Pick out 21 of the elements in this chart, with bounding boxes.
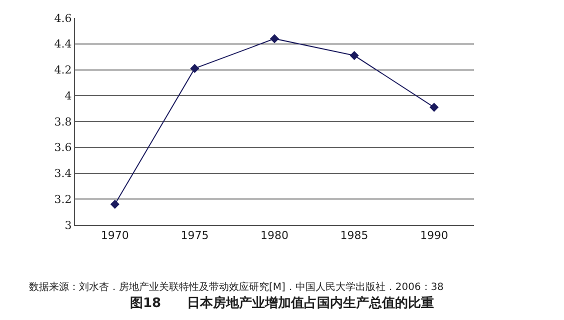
y-tick-label: 3.8 <box>54 115 72 128</box>
y-tick-label: 4.2 <box>54 64 72 77</box>
y-tick-label: 4.4 <box>54 38 72 51</box>
x-tick-label: 1980 <box>260 229 288 242</box>
point <box>110 200 120 209</box>
x-tick-label: 1990 <box>420 229 448 242</box>
point <box>430 102 439 112</box>
point <box>190 64 200 74</box>
point <box>350 50 359 60</box>
point <box>270 34 280 44</box>
source-note: 数据来源：刘水杏．房地产业关联特性及带动效应研究[M]．中国人民大学出版社．2006：38 <box>29 281 444 293</box>
y-tick-label: 3.2 <box>54 192 72 206</box>
y-tick-label: 3.6 <box>54 141 72 154</box>
y-tick-label: 3.4 <box>54 167 72 180</box>
x-tick-label: 1970 <box>100 229 129 242</box>
x-tick-label: 1975 <box>180 229 209 242</box>
y-tick-label: 4 <box>64 89 72 102</box>
y-tick-label: 3 <box>64 218 72 232</box>
text: 图18 日本房地产业增加值占国内生产总值的比重 <box>130 295 434 312</box>
x-tick-label: 1985 <box>340 229 368 242</box>
y-tick-label: 4.6 <box>54 12 72 25</box>
